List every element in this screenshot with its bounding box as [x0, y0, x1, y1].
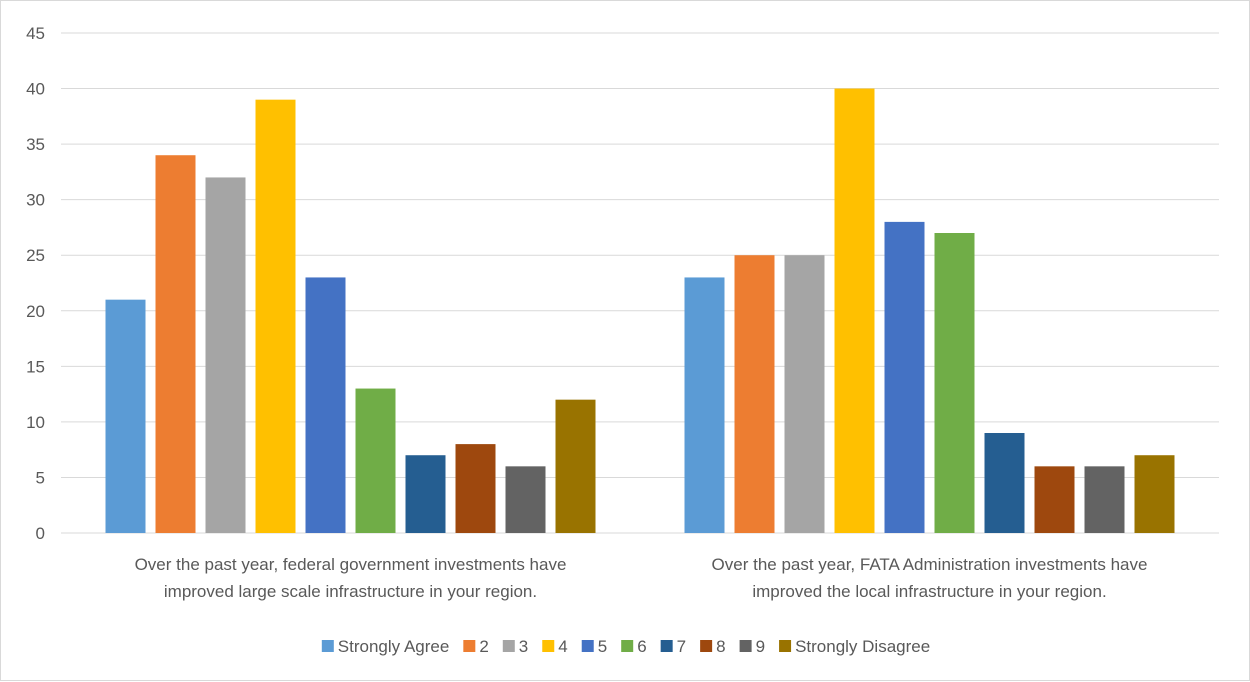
legend-swatch [321, 640, 334, 652]
legend-swatch [700, 640, 713, 652]
bar [405, 455, 446, 533]
bar [255, 99, 296, 534]
bar [934, 233, 975, 533]
legend-swatch [463, 640, 476, 652]
category-label: improved large scale infrastructure in y… [164, 582, 537, 601]
bar [984, 433, 1025, 533]
legend-label: 2 [479, 637, 488, 656]
bar [834, 88, 875, 534]
legend-label: 7 [677, 637, 686, 656]
legend-label: 6 [637, 637, 646, 656]
bar [734, 255, 775, 533]
y-tick-label: 20 [26, 302, 45, 321]
bar [155, 155, 196, 533]
y-tick-label: 5 [36, 468, 45, 487]
y-tick-label: 40 [26, 80, 45, 99]
legend-swatch [739, 640, 752, 652]
y-tick-label: 0 [36, 524, 45, 543]
bar [1134, 455, 1175, 533]
category-label: improved the local infrastructure in you… [752, 582, 1106, 601]
bar [505, 466, 546, 533]
y-tick-label: 15 [26, 357, 45, 376]
y-tick-label: 30 [26, 191, 45, 210]
y-tick-label: 35 [26, 135, 45, 154]
legend-swatch [502, 640, 515, 652]
legend-label: Strongly Agree [338, 637, 450, 656]
legend-label: 5 [598, 637, 607, 656]
bar [105, 299, 146, 533]
legend-label: 3 [519, 637, 528, 656]
legend-swatch [581, 640, 594, 652]
category-label: Over the past year, federal government i… [135, 555, 567, 574]
bar [455, 444, 496, 533]
legend-label: 9 [756, 637, 765, 656]
legend-swatch [779, 640, 792, 652]
bar [884, 221, 925, 533]
legend-swatch [542, 640, 555, 652]
y-tick-label: 10 [26, 413, 45, 432]
legend-swatch [621, 640, 634, 652]
bar [1084, 466, 1125, 533]
legend-label: 4 [558, 637, 567, 656]
y-tick-label: 45 [26, 24, 45, 43]
bar [1034, 466, 1075, 533]
bar [555, 399, 596, 533]
legend-label: Strongly Disagree [795, 637, 930, 656]
y-tick-label: 25 [26, 246, 45, 265]
legend-label: 8 [716, 637, 725, 656]
bar [784, 255, 825, 533]
category-label: Over the past year, FATA Administration … [712, 555, 1148, 574]
legend-swatch [660, 640, 673, 652]
bar [684, 277, 725, 533]
bar [205, 177, 246, 533]
bar [355, 388, 396, 533]
bar [305, 277, 346, 533]
